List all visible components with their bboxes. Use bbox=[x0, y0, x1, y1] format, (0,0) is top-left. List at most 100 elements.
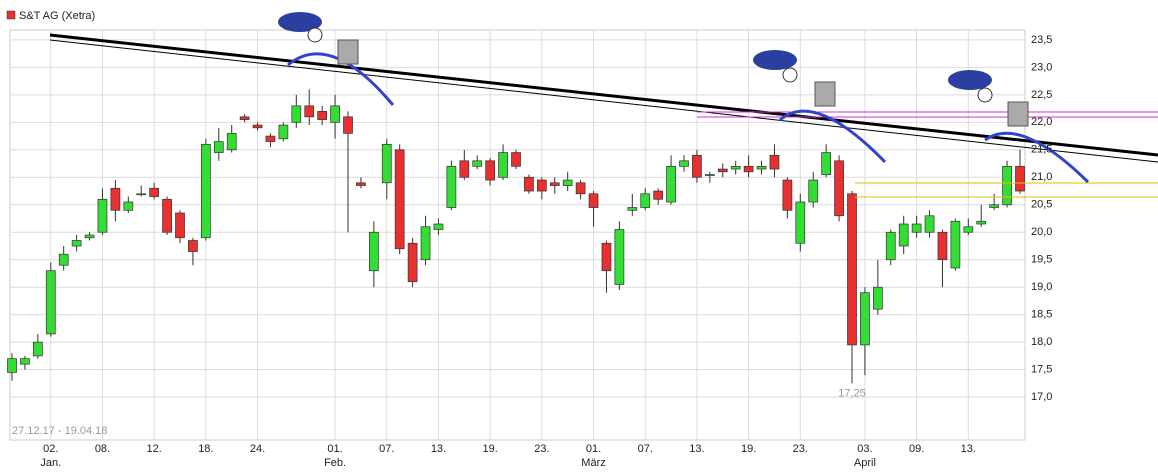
candle-body bbox=[1002, 165, 1012, 206]
candle-body bbox=[200, 143, 211, 239]
candle-body bbox=[834, 160, 844, 217]
candle-body bbox=[989, 204, 1000, 208]
icon bbox=[278, 12, 359, 65]
arc bbox=[984, 131, 1090, 184]
candle-body bbox=[498, 152, 508, 178]
candle-body bbox=[71, 240, 82, 247]
candle-body bbox=[562, 179, 573, 186]
candle-body bbox=[343, 116, 353, 134]
candle-body bbox=[704, 174, 715, 176]
month-label: April bbox=[854, 457, 876, 469]
y-tick-label: 22,0 bbox=[1031, 116, 1052, 128]
month-label: Jan. bbox=[40, 457, 61, 469]
candle-body bbox=[84, 234, 95, 239]
y-tick-label: 23,0 bbox=[1031, 61, 1052, 73]
candle-body bbox=[756, 165, 767, 170]
candle-body bbox=[330, 105, 340, 123]
trend-line bbox=[49, 33, 1158, 157]
candle-body bbox=[213, 141, 224, 153]
month-label: März bbox=[581, 457, 605, 469]
candle-body bbox=[317, 110, 328, 120]
x-tick-label: 09. bbox=[909, 443, 924, 455]
low-label: 17,25 bbox=[838, 387, 866, 399]
candle-body bbox=[433, 223, 444, 230]
candle-body bbox=[407, 242, 418, 283]
y-tick-label: 21,0 bbox=[1031, 171, 1052, 183]
candle-body bbox=[524, 176, 534, 192]
candle-body bbox=[252, 124, 263, 129]
candle-body bbox=[265, 135, 276, 142]
month-label: Feb. bbox=[324, 457, 346, 469]
candle-body bbox=[20, 358, 30, 365]
candle-body bbox=[924, 215, 935, 233]
candle-body bbox=[368, 231, 379, 272]
candle-body bbox=[782, 179, 793, 211]
candle-body bbox=[278, 124, 289, 140]
y-tick-label: 17,0 bbox=[1031, 391, 1052, 403]
candle-body bbox=[291, 105, 302, 123]
x-tick-label: 02. bbox=[43, 443, 58, 455]
candle-body bbox=[123, 201, 134, 211]
y-tick-label: 23,5 bbox=[1031, 34, 1052, 46]
candle-body bbox=[97, 198, 108, 233]
x-tick-label: 13. bbox=[689, 443, 704, 455]
candle-body bbox=[614, 229, 625, 285]
x-tick-label: 07. bbox=[638, 443, 653, 455]
candle-body bbox=[937, 231, 948, 261]
candle-body bbox=[588, 193, 599, 208]
candle-body bbox=[394, 149, 405, 250]
y-tick-label: 18,0 bbox=[1031, 336, 1052, 348]
candle-body bbox=[653, 190, 664, 200]
candle-body bbox=[575, 182, 586, 195]
candle-body bbox=[149, 187, 160, 197]
candles bbox=[7, 89, 1025, 384]
candle-body bbox=[226, 132, 237, 151]
candle-body bbox=[860, 292, 870, 346]
candle-body bbox=[976, 220, 987, 225]
arc bbox=[287, 52, 395, 106]
candle-body bbox=[356, 182, 366, 186]
annotations bbox=[49, 12, 1158, 198]
candle-body bbox=[549, 182, 560, 186]
x-tick-label: 13. bbox=[961, 443, 976, 455]
icon bbox=[753, 50, 836, 107]
trend-line bbox=[49, 39, 1158, 163]
legend-label: S&T AG (Xetra) bbox=[19, 10, 95, 22]
y-tick-label: 22,5 bbox=[1031, 89, 1052, 101]
x-tick-label: 19. bbox=[741, 443, 756, 455]
candle-body bbox=[32, 341, 43, 357]
candle-body bbox=[1015, 165, 1025, 192]
candle-body bbox=[472, 160, 483, 167]
candle-body bbox=[420, 226, 431, 261]
candle-body bbox=[381, 143, 392, 184]
candle-body bbox=[743, 165, 754, 173]
candle-body bbox=[136, 193, 147, 196]
candle-body bbox=[950, 220, 961, 269]
y-tick-label: 20,0 bbox=[1031, 226, 1052, 238]
x-tick-label: 12. bbox=[147, 443, 162, 455]
x-tick-label: 19. bbox=[483, 443, 498, 455]
x-tick-label: 01. bbox=[586, 443, 601, 455]
y-tick-label: 17,5 bbox=[1031, 364, 1052, 376]
candle-body bbox=[769, 154, 780, 170]
y-tick-label: 20,5 bbox=[1031, 199, 1052, 211]
candle-body bbox=[459, 160, 470, 178]
candle-body bbox=[58, 253, 69, 266]
candle-body bbox=[821, 152, 832, 175]
x-tick-label: 08. bbox=[95, 443, 110, 455]
legend-swatch bbox=[6, 10, 16, 20]
candle-body bbox=[45, 270, 56, 335]
x-tick-label: 01. bbox=[327, 443, 342, 455]
candle-body bbox=[304, 105, 315, 118]
candle-body bbox=[847, 193, 857, 346]
x-tick-label: 23. bbox=[534, 443, 549, 455]
y-tick-label: 21,5 bbox=[1031, 144, 1052, 156]
candle-body bbox=[175, 212, 185, 239]
x-tick-label: 03. bbox=[857, 443, 872, 455]
candle-body bbox=[7, 358, 17, 373]
candle-body bbox=[963, 226, 974, 233]
candle-body bbox=[679, 160, 689, 167]
arc bbox=[779, 109, 887, 164]
